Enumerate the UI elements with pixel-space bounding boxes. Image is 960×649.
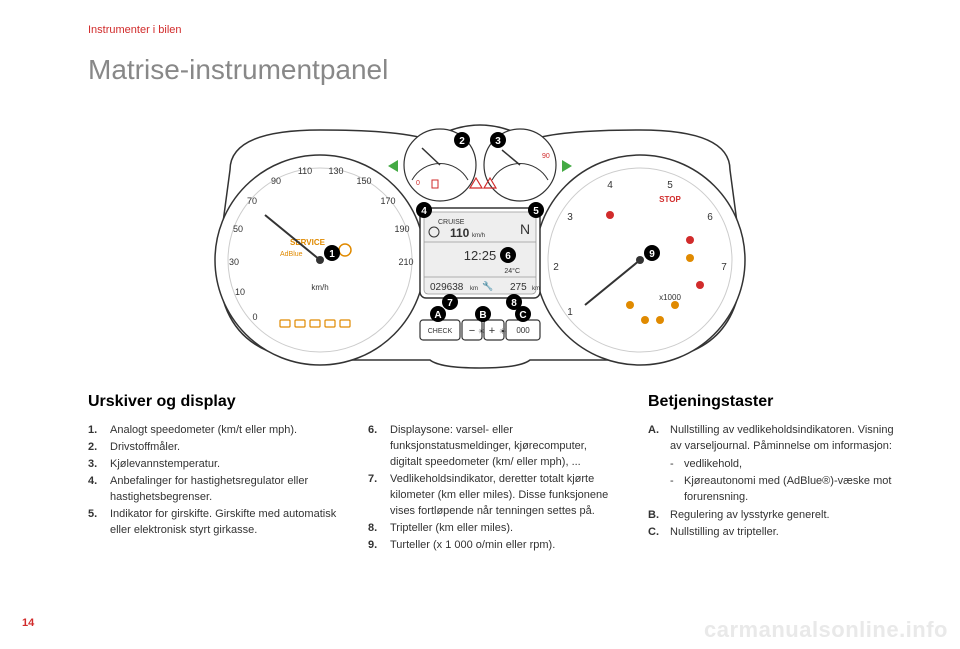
svg-text:30: 30 (229, 257, 239, 267)
svg-text:CHECK: CHECK (428, 328, 453, 335)
svg-text:+: + (489, 325, 495, 337)
text-columns: Urskiver og display 1.Analogt speedomete… (88, 390, 900, 555)
svg-text:2: 2 (459, 136, 465, 147)
watermark: carmanualsonline.info (704, 617, 948, 643)
col2-spacer (368, 390, 620, 413)
svg-text:170: 170 (380, 196, 395, 206)
svg-text:210: 210 (398, 257, 413, 267)
col1-list: 1.Analogt speedometer (km/t eller mph). … (88, 423, 340, 539)
svg-text:N: N (520, 221, 530, 237)
svg-text:STOP: STOP (659, 195, 681, 204)
svg-text:000: 000 (516, 326, 530, 335)
svg-text:1: 1 (567, 307, 573, 318)
col1-heading: Urskiver og display (88, 390, 340, 413)
svg-text:0: 0 (252, 312, 257, 322)
svg-text:6: 6 (707, 212, 713, 223)
svg-text:150: 150 (356, 176, 371, 186)
svg-text:029638: 029638 (430, 282, 464, 293)
svg-text:5: 5 (533, 206, 539, 217)
svg-text:3: 3 (567, 212, 573, 223)
section-header: Instrumenter i bilen (88, 24, 182, 36)
column-3: Betjeningstaster A. Nullstilling av vedl… (648, 390, 900, 555)
page-title: Matrise-instrumentpanel (88, 54, 388, 86)
svg-text:6: 6 (505, 251, 511, 262)
svg-text:km: km (470, 286, 478, 292)
svg-text:2: 2 (553, 262, 559, 273)
svg-text:110: 110 (450, 226, 470, 240)
col3-heading: Betjeningstaster (648, 390, 900, 413)
svg-text:7: 7 (447, 298, 453, 309)
svg-text:B: B (479, 310, 486, 321)
svg-text:5: 5 (667, 180, 673, 191)
svg-text:CRUISE: CRUISE (438, 219, 465, 226)
svg-text:km/h: km/h (472, 233, 485, 239)
svg-text:8: 8 (511, 298, 517, 309)
svg-text:C: C (519, 310, 526, 321)
col2-list: 6.Displaysone: varsel- eller funksjonsta… (368, 423, 620, 554)
svg-text:3: 3 (495, 136, 501, 147)
svg-text:4: 4 (421, 206, 427, 217)
svg-text:0: 0 (416, 180, 420, 187)
svg-text:km: km (532, 286, 540, 292)
svg-text:4: 4 (607, 180, 613, 191)
page-number: 14 (22, 617, 34, 629)
svg-text:☀: ☀ (499, 327, 506, 336)
column-2: 6.Displaysone: varsel- eller funksjonsta… (368, 390, 620, 555)
column-1: Urskiver og display 1.Analogt speedomete… (88, 390, 340, 555)
svg-text:AdBlue: AdBlue (280, 251, 303, 258)
svg-text:1: 1 (329, 249, 335, 260)
svg-text:7: 7 (721, 262, 727, 273)
svg-text:10: 10 (235, 287, 245, 297)
col3-list: A. Nullstilling av vedlikeholdsindikator… (648, 423, 900, 541)
svg-text:12:25: 12:25 (464, 248, 497, 263)
svg-text:130: 130 (328, 166, 343, 176)
svg-text:9: 9 (649, 249, 655, 260)
svg-text:x1000: x1000 (659, 293, 681, 302)
svg-text:50: 50 (233, 224, 243, 234)
svg-text:70: 70 (247, 196, 257, 206)
svg-text:90: 90 (271, 176, 281, 186)
svg-text:24°C: 24°C (504, 267, 520, 275)
svg-text:A: A (434, 310, 441, 321)
instrument-panel-diagram: 0 10 30 50 70 90 110 130 150 170 190 210… (180, 110, 780, 370)
svg-text:km/h: km/h (311, 283, 328, 292)
svg-text:190: 190 (394, 224, 409, 234)
svg-text:275: 275 (510, 282, 527, 293)
svg-text:🔧: 🔧 (482, 280, 493, 291)
svg-text:110: 110 (298, 166, 312, 176)
svg-text:90: 90 (542, 153, 550, 160)
svg-text:−: − (469, 325, 475, 337)
